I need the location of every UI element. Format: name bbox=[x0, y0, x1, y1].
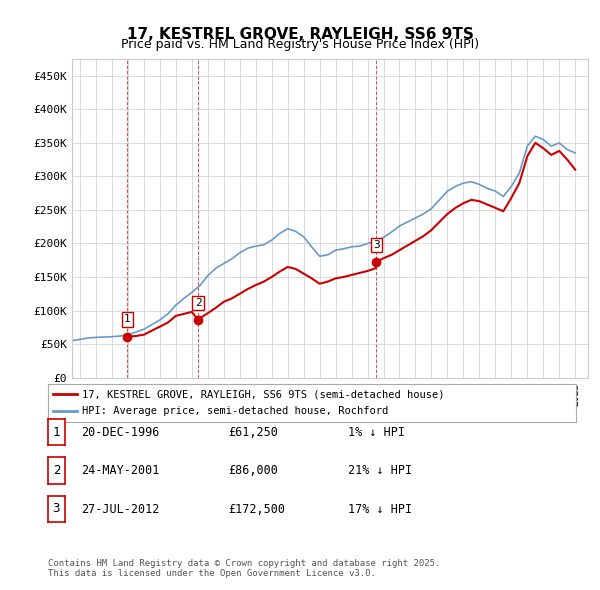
Text: 17, KESTREL GROVE, RAYLEIGH, SS6 9TS (semi-detached house): 17, KESTREL GROVE, RAYLEIGH, SS6 9TS (se… bbox=[82, 389, 445, 399]
Text: £172,500: £172,500 bbox=[228, 503, 285, 516]
Text: 17, KESTREL GROVE, RAYLEIGH, SS6 9TS: 17, KESTREL GROVE, RAYLEIGH, SS6 9TS bbox=[127, 27, 473, 41]
Text: 21% ↓ HPI: 21% ↓ HPI bbox=[348, 464, 412, 477]
Text: 1% ↓ HPI: 1% ↓ HPI bbox=[348, 426, 405, 439]
Text: Price paid vs. HM Land Registry's House Price Index (HPI): Price paid vs. HM Land Registry's House … bbox=[121, 38, 479, 51]
Text: 2: 2 bbox=[194, 298, 202, 308]
Text: 17% ↓ HPI: 17% ↓ HPI bbox=[348, 503, 412, 516]
Text: 24-MAY-2001: 24-MAY-2001 bbox=[81, 464, 160, 477]
Text: 1: 1 bbox=[53, 425, 60, 439]
Text: 1: 1 bbox=[124, 314, 131, 325]
Text: £86,000: £86,000 bbox=[228, 464, 278, 477]
Text: 3: 3 bbox=[53, 502, 60, 516]
Text: HPI: Average price, semi-detached house, Rochford: HPI: Average price, semi-detached house,… bbox=[82, 406, 389, 416]
Text: 20-DEC-1996: 20-DEC-1996 bbox=[81, 426, 160, 439]
Text: 3: 3 bbox=[373, 240, 380, 250]
Text: 27-JUL-2012: 27-JUL-2012 bbox=[81, 503, 160, 516]
Text: £61,250: £61,250 bbox=[228, 426, 278, 439]
Text: Contains HM Land Registry data © Crown copyright and database right 2025.
This d: Contains HM Land Registry data © Crown c… bbox=[48, 559, 440, 578]
Text: 2: 2 bbox=[53, 464, 60, 477]
